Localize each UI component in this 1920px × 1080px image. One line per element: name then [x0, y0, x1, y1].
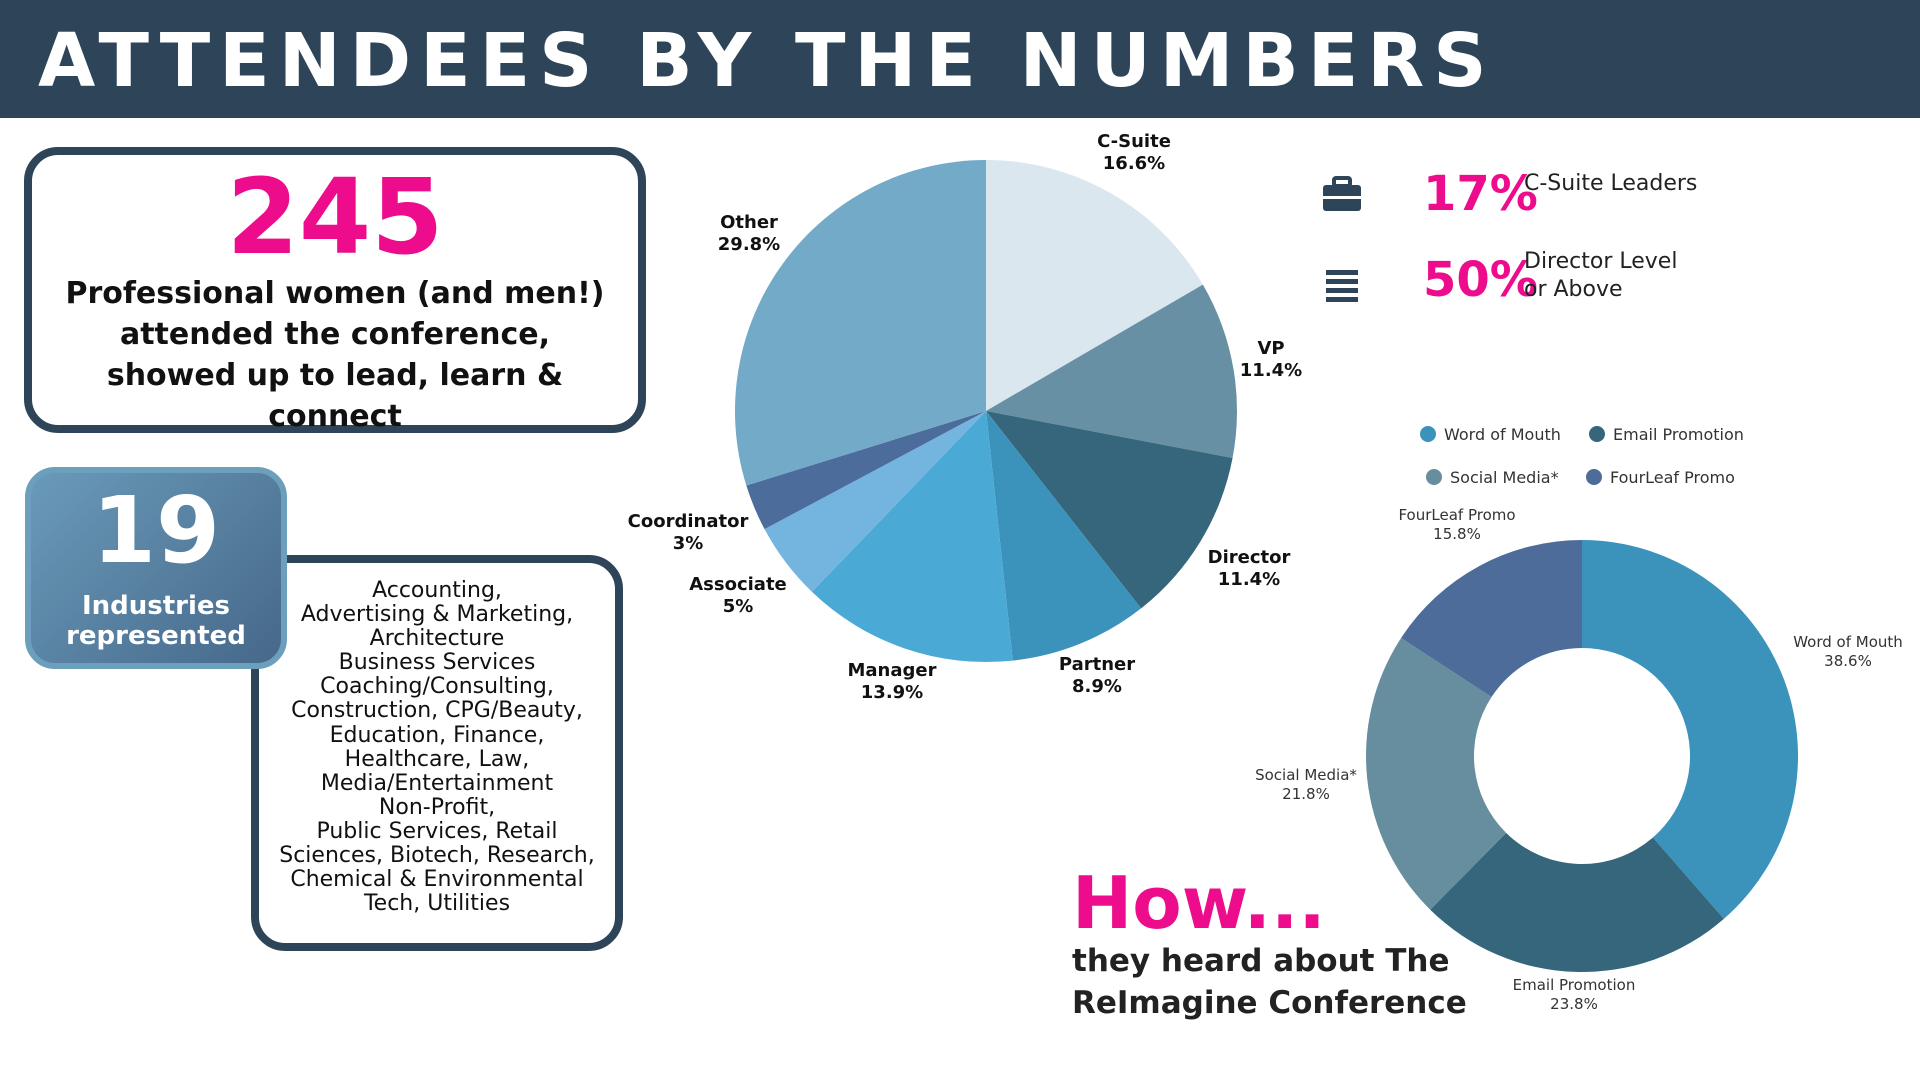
legend-swatch [1589, 426, 1605, 442]
kpi-csuite-text-line1: C-Suite Leaders [1524, 171, 1698, 196]
industry-line: Non-Profit, [378, 794, 496, 820]
attendance-description: Professional women (and men!) attended t… [65, 276, 605, 434]
page-title: ATTENDEES BY THE NUMBERS [38, 18, 1496, 104]
pie-category-label: Partner [1059, 654, 1135, 675]
how-title: How... [1072, 861, 1326, 945]
legend-swatch [1426, 469, 1442, 485]
industries-label-line1: Industries [81, 591, 231, 621]
attendance-card: 245 Professional women (and men!) attend… [24, 147, 646, 434]
industry-line: Business Services [338, 650, 536, 676]
donut-category-label: Word of Mouth [1793, 633, 1903, 651]
pie-value-label: 5% [723, 596, 754, 617]
industry-line: Accounting, [372, 578, 502, 603]
how-subtitle: they heard about The ReImagine Conferenc… [1072, 943, 1467, 1021]
pie-category-label: VP [1257, 338, 1284, 359]
industry-line: Coaching/Consulting, [320, 674, 554, 700]
kpi-director-text: Director Level or Above [1524, 248, 1764, 304]
source-donut-chart [1366, 540, 1798, 973]
pie-slice-other [735, 160, 986, 486]
industry-line: Advertising & Marketing, [300, 602, 574, 628]
kpi-director-text-line1: Director Level [1524, 249, 1678, 274]
donut-slice-word-of-mouth [1582, 540, 1798, 919]
donut-category-label: Social Media* [1255, 766, 1357, 784]
donut-category-label: Email Promotion [1513, 976, 1636, 994]
attendance-number: 245 [226, 156, 444, 278]
kpi-director-value: 50% [1423, 252, 1538, 308]
donut-slice-fourleaf-promo [1401, 540, 1582, 697]
pie-slice-director [986, 411, 1233, 609]
pie-slice-partner [986, 411, 1142, 661]
list-icon [1326, 270, 1358, 302]
industry-line: Tech, Utilities [363, 891, 511, 917]
donut-category-label: FourLeaf Promo [1398, 506, 1515, 524]
industry-line: Healthcare, Law, [344, 746, 530, 772]
kpi-csuite-text: C-Suite Leaders [1524, 170, 1764, 198]
pie-slice-manager [811, 411, 1013, 662]
industries-number: 19 [91, 477, 221, 584]
industry-line: Architecture [369, 626, 505, 652]
donut-value-label: 38.6% [1824, 652, 1872, 670]
seniority-pie-chart [735, 160, 1237, 662]
donut-value-label: 21.8% [1282, 785, 1330, 803]
donut-slice-social-media- [1366, 637, 1507, 910]
industry-line: Media/Entertainment [320, 770, 554, 796]
pie-value-label: 3% [673, 533, 704, 554]
legend-swatch [1420, 426, 1436, 442]
industries-badge: 19 Industries represented [25, 467, 287, 669]
industry-line: Chemical & Environmental [290, 867, 584, 893]
donut-slice-email-promotion [1430, 832, 1724, 973]
legend-label: Email Promotion [1613, 425, 1744, 444]
industry-line: Public Services, Retail [316, 818, 558, 844]
legend-label: Word of Mouth [1444, 425, 1561, 444]
pie-category-label: C-Suite [1097, 131, 1171, 152]
pie-slice-vp [986, 284, 1237, 459]
industries-label-line2: represented [66, 621, 246, 651]
industry-line: Sciences, Biotech, Research, [279, 843, 595, 869]
kpi-csuite-value: 17% [1423, 166, 1538, 222]
seniority-pie-labels: C-Suite16.6%VP11.4%Director11.4%Partner8… [628, 131, 1303, 703]
pie-category-label: Manager [848, 660, 937, 681]
pie-value-label: 11.4% [1218, 569, 1280, 590]
legend-label: FourLeaf Promo [1610, 468, 1735, 487]
pie-category-label: Other [720, 212, 778, 233]
pie-category-label: Director [1208, 547, 1291, 568]
legend-label: Social Media* [1450, 468, 1559, 487]
industries-list-card: Accounting, Advertising & Marketing, Archi… [251, 555, 623, 951]
industry-line: Education, Finance, [329, 722, 545, 748]
legend-swatch [1586, 469, 1602, 485]
pie-slice-associate [764, 411, 986, 592]
pie-slice-coordinator [746, 411, 986, 530]
industries-label: Industries represented [31, 591, 281, 651]
donut-value-label: 23.8% [1550, 995, 1598, 1013]
source-donut-legend: Word of Mouth Email Promotion Social Media… [1420, 425, 1744, 487]
pie-category-label: Coordinator [628, 511, 749, 532]
industries-list: Accounting, Advertising & Marketing, Archi… [265, 578, 609, 917]
header-banner: ATTENDEES BY THE NUMBERS [0, 0, 1920, 118]
pie-slice-c-suite [986, 160, 1203, 411]
pie-value-label: 8.9% [1072, 676, 1122, 697]
industry-line: Construction, CPG/Beauty, [291, 698, 583, 724]
kpi-director-text-line2: or Above [1524, 277, 1623, 302]
pie-value-label: 11.4% [1240, 360, 1302, 381]
pie-value-label: 16.6% [1103, 153, 1165, 174]
donut-value-label: 15.8% [1433, 525, 1481, 543]
pie-value-label: 29.8% [718, 234, 780, 255]
pie-category-label: Associate [689, 574, 787, 595]
briefcase-icon [1323, 176, 1361, 211]
pie-value-label: 13.9% [861, 682, 923, 703]
